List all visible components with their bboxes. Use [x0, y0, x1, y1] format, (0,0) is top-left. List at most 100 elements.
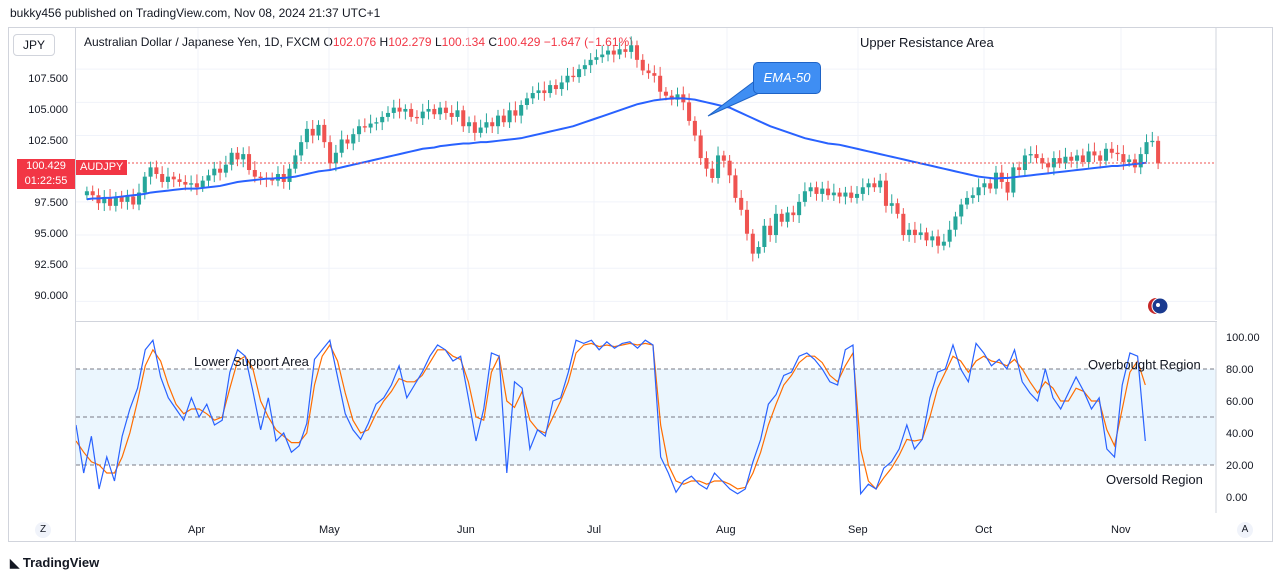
candle-body — [744, 209, 750, 234]
candle-body — [594, 57, 599, 60]
zoom-z-button[interactable]: Z — [35, 522, 51, 538]
stoch-k-line — [76, 338, 1146, 496]
candle-body — [484, 122, 489, 128]
candle-body — [854, 193, 860, 198]
candle-body — [750, 233, 755, 254]
candle-body — [577, 69, 582, 78]
candle-body — [241, 154, 246, 160]
footer-brand-text: TradingView — [22, 555, 100, 570]
candle-body — [1156, 140, 1161, 164]
candle-body — [455, 110, 460, 117]
low-value: 100.134 — [441, 35, 486, 49]
candle-body — [901, 213, 906, 236]
candle-body — [461, 110, 466, 127]
overbought-label: Overbought Region — [1088, 357, 1201, 372]
chart-frame — [8, 27, 1273, 542]
candle-body — [947, 229, 952, 242]
candle-body — [1005, 181, 1010, 193]
candle-body — [1115, 152, 1120, 155]
candle-body — [84, 191, 89, 196]
candle-body — [322, 124, 327, 143]
candle-body — [727, 160, 732, 176]
candle-body — [733, 175, 738, 198]
stoch-tick: 60.00 — [1226, 396, 1254, 408]
candle-body — [1057, 158, 1062, 164]
candle-body — [357, 126, 362, 135]
open-value: 102.076 — [332, 35, 377, 49]
price-chart[interactable] — [76, 28, 1217, 320]
candle-body — [218, 168, 223, 173]
candle-body — [808, 187, 813, 192]
candle-body — [646, 70, 651, 74]
candle-body — [710, 168, 715, 178]
candle-body — [1040, 158, 1045, 164]
candle-body — [246, 154, 252, 171]
candle-body — [542, 90, 547, 94]
candle-body — [409, 108, 414, 117]
stoch-tick: 0.00 — [1226, 492, 1248, 504]
y-tick: 105.000 — [28, 104, 68, 116]
x-tick-jun: Jun — [457, 524, 475, 536]
candle-body — [304, 128, 309, 143]
candle-body — [652, 73, 657, 76]
candle-body — [171, 176, 176, 180]
candle-body — [826, 188, 831, 196]
australia-flag-icon — [1148, 297, 1169, 315]
candle-body — [640, 59, 645, 71]
auto-scale-button[interactable]: A — [1237, 522, 1253, 538]
candle-body — [773, 213, 778, 236]
stochastic-chart[interactable] — [76, 321, 1217, 513]
candle-body — [1150, 140, 1155, 143]
stoch-d-line — [76, 342, 1146, 490]
candle-body — [866, 183, 871, 188]
candle-body — [964, 197, 970, 205]
candle-body — [287, 168, 292, 182]
candle-body — [478, 127, 483, 133]
candle-body — [895, 203, 900, 214]
x-tick-aug: Aug — [716, 524, 736, 536]
candle-body — [785, 212, 790, 222]
candle-body — [739, 197, 744, 210]
candle-body — [113, 196, 118, 206]
candle-body — [843, 192, 848, 197]
close-label: C — [488, 35, 498, 49]
candle-body — [1138, 154, 1143, 168]
candle-body — [345, 139, 350, 144]
candle-body — [1144, 142, 1149, 155]
candle-body — [675, 94, 680, 100]
candle-body — [1069, 156, 1074, 161]
candle-body — [1121, 154, 1126, 163]
candle-body — [918, 232, 923, 236]
candle-body — [779, 213, 784, 222]
candle-body — [362, 126, 367, 128]
stoch-tick: 80.00 — [1226, 364, 1254, 376]
candle-body — [495, 115, 501, 127]
candle-body — [165, 176, 170, 182]
candle-body — [328, 142, 333, 164]
currency-button[interactable]: JPY — [13, 34, 55, 56]
candle-body — [391, 107, 396, 113]
candle-body — [339, 139, 344, 153]
high-value: 102.279 — [388, 35, 432, 49]
candle-body — [571, 75, 576, 78]
candle-body — [472, 122, 477, 133]
candle-body — [883, 180, 888, 206]
candle-body — [553, 85, 558, 90]
candle-body — [206, 175, 211, 181]
candle-body — [102, 197, 107, 204]
candle-body — [235, 152, 240, 160]
candle-body — [397, 107, 402, 112]
candle-body — [119, 196, 124, 202]
stoch-tick: 100.00 — [1226, 332, 1260, 344]
candle-body — [692, 120, 697, 136]
candle-body — [1098, 155, 1103, 161]
candle-body — [194, 183, 199, 188]
candle-body — [1103, 148, 1109, 161]
bar-countdown: 01:22:55 — [24, 175, 68, 187]
y-tick: 92.500 — [34, 259, 68, 271]
ema-callout: EMA-50 — [753, 62, 821, 94]
candle-body — [513, 110, 518, 116]
x-tick-nov: Nov — [1111, 524, 1131, 536]
footer-brand: ◣ TradingView — [10, 555, 99, 570]
candle-body — [530, 93, 535, 99]
